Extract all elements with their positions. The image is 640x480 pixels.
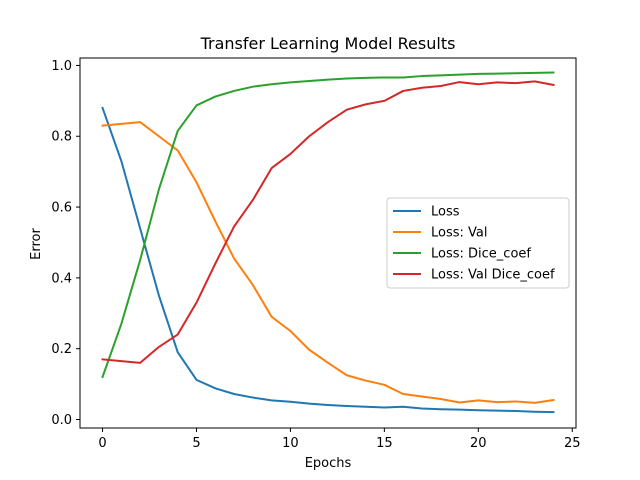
x-tick-label: 25: [564, 436, 581, 451]
axes-border: [79, 57, 577, 429]
legend-label: Loss: Val Dice_coef: [431, 268, 555, 283]
legend-label: Loss: Dice_coef: [431, 247, 531, 262]
x-tick-label: 10: [282, 436, 299, 451]
y-tick-label: 0.0: [51, 413, 72, 428]
series-layer: [101, 71, 555, 414]
legend-label: Loss: Val: [431, 226, 488, 241]
series-line-2: [101, 71, 555, 379]
x-axis: 0 5 10 15 20 25: [98, 428, 581, 451]
x-tick-label: 15: [376, 436, 393, 451]
x-tick-label: 0: [98, 436, 106, 451]
legend: Loss Loss: Val Loss: Dice_coef Loss: Val Di…: [386, 197, 570, 289]
y-tick-label: 0.8: [51, 130, 72, 145]
x-tick-label: 5: [192, 436, 200, 451]
legend-box: [386, 197, 570, 289]
y-tick-label: 0.2: [51, 342, 72, 357]
legend-label: Loss: [431, 205, 460, 220]
x-axis-label: Epochs: [305, 456, 352, 471]
y-axis: 0.0 0.2 0.4 0.6 0.8 1.0: [51, 59, 80, 428]
y-tick-label: 1.0: [51, 59, 72, 74]
y-tick-label: 0.6: [51, 201, 72, 216]
chart-title: Transfer Learning Model Results: [200, 34, 456, 53]
series-line-3: [101, 80, 555, 364]
x-tick-label: 20: [470, 436, 487, 451]
y-tick-label: 0.4: [51, 271, 72, 286]
axes-frame: [79, 57, 577, 429]
series-line-1: [101, 121, 555, 404]
y-axis-label: Error: [29, 228, 44, 260]
series-line-0: [101, 106, 555, 414]
